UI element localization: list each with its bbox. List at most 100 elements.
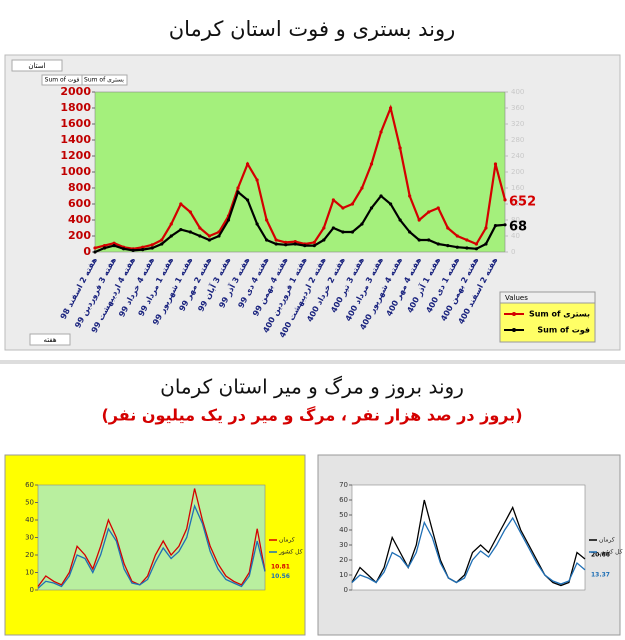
point <box>245 162 250 166</box>
plot-area <box>94 91 506 253</box>
y2-tick-label: 280 <box>511 136 524 144</box>
y-tick-label: 20 <box>339 556 348 564</box>
point <box>474 242 478 246</box>
y-tick-label: 0 <box>30 586 34 594</box>
y-tick-label: 1000 <box>60 165 91 178</box>
point <box>284 240 288 244</box>
y-tick-label: 0 <box>344 586 348 594</box>
field-button[interactable] <box>29 333 71 346</box>
point <box>484 242 488 246</box>
y-tick-label: 0 <box>83 245 91 258</box>
point <box>169 234 173 238</box>
title: روند بستری و فوت استان کرمان <box>169 17 456 41</box>
point <box>341 230 345 234</box>
y-tick-label: 400 <box>68 213 91 226</box>
y2-tick-label: 240 <box>511 152 524 160</box>
legend-marker <box>512 312 516 316</box>
point <box>360 222 364 226</box>
point <box>112 241 116 245</box>
point <box>122 247 126 251</box>
field-button-label: Sum of بستری <box>84 77 124 84</box>
point <box>169 222 173 226</box>
point <box>446 226 450 230</box>
point <box>379 130 383 134</box>
point <box>236 190 240 194</box>
point <box>379 194 383 198</box>
point <box>255 222 259 226</box>
y2-tick-label: 120 <box>511 200 524 208</box>
y2-tick-label: 40 <box>511 232 520 240</box>
point <box>436 242 440 246</box>
y-tick-label: 10 <box>25 569 34 577</box>
y2-tick-label: 200 <box>511 168 524 176</box>
point <box>322 238 326 242</box>
point <box>160 238 164 242</box>
point <box>369 162 374 166</box>
field-button[interactable] <box>11 59 63 72</box>
data-label: 652 <box>509 194 536 209</box>
data-label: 10.56 <box>271 573 290 580</box>
point <box>198 234 202 238</box>
point <box>102 246 107 250</box>
point <box>503 198 507 202</box>
legend-label: کرمان <box>279 537 295 544</box>
series-line <box>37 488 266 587</box>
point <box>236 186 240 190</box>
point <box>179 228 183 232</box>
point <box>284 243 288 247</box>
point <box>493 224 498 228</box>
point <box>150 246 154 250</box>
y-tick-label: 1800 <box>60 101 91 114</box>
y-tick-label: 1400 <box>60 133 91 146</box>
point <box>503 223 507 227</box>
point <box>322 226 326 230</box>
point <box>160 242 164 246</box>
field-button[interactable] <box>81 74 128 86</box>
point <box>331 198 335 202</box>
series-line <box>94 190 506 254</box>
y-tick-label: 1200 <box>60 149 91 162</box>
point <box>350 230 355 234</box>
point <box>436 206 440 210</box>
point <box>188 230 192 234</box>
field-button-label: Sum of فوت <box>45 77 80 84</box>
data-label: 20.66 <box>591 552 610 559</box>
legend-header <box>499 291 596 304</box>
point <box>312 240 316 244</box>
y-tick-label: 50 <box>339 511 348 519</box>
point <box>465 238 469 242</box>
point <box>245 198 250 202</box>
y2-tick-label: 0 <box>511 248 515 256</box>
point <box>226 218 231 222</box>
y2-tick-label: 400 <box>511 88 524 96</box>
point <box>398 218 402 222</box>
point <box>255 178 259 182</box>
y-tick-label: 60 <box>339 496 348 504</box>
plot-area <box>37 484 266 591</box>
legend-label: Sum of بستری <box>529 310 590 319</box>
y-tick-label: 70 <box>339 481 348 489</box>
legend-label: کل کشور <box>278 549 303 556</box>
point <box>131 248 135 252</box>
y2-tick-label: 320 <box>511 120 524 128</box>
y-tick-label: 1600 <box>60 117 91 130</box>
point <box>265 238 269 242</box>
point <box>331 226 335 230</box>
point <box>388 202 393 206</box>
field-button-label: هفته <box>43 336 56 344</box>
field-button-label: استان <box>28 62 45 70</box>
point <box>408 194 412 198</box>
data-label: 68 <box>509 219 527 234</box>
plot-area <box>351 484 586 591</box>
y-tick-label: 50 <box>25 499 34 507</box>
point <box>112 244 116 248</box>
point <box>102 244 107 248</box>
y2-tick-label: 360 <box>511 104 524 112</box>
point <box>369 206 374 210</box>
y-tick-label: 200 <box>68 229 91 242</box>
point <box>93 250 97 254</box>
point <box>484 226 488 230</box>
point <box>493 162 498 166</box>
point <box>265 218 269 222</box>
